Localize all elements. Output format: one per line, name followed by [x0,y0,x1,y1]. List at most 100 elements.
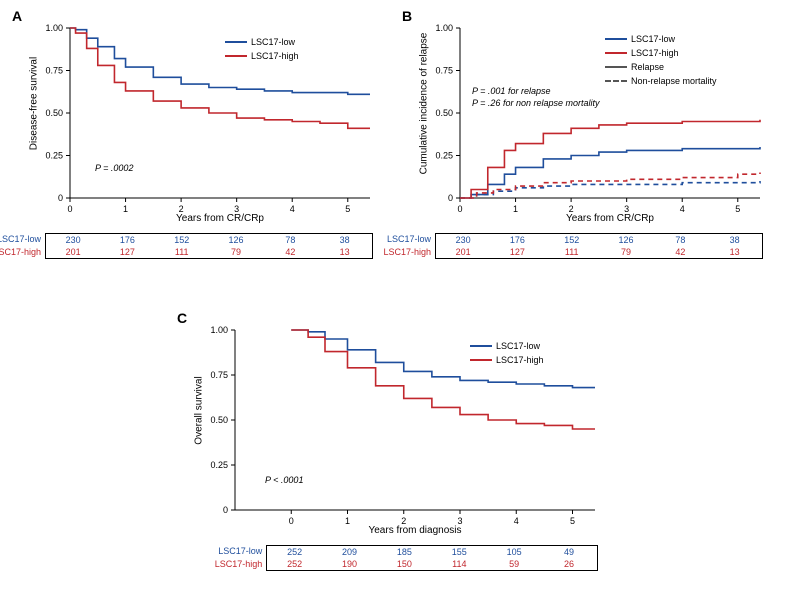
line-icon [605,52,627,54]
risk-cell: 252 [267,558,322,570]
risk-cell: 152 [155,234,209,246]
panel-c-xlabel: Years from diagnosis [235,525,595,536]
risk-cell: 78 [263,234,317,246]
panel-b: B Cumulative incidence of relapse 0 0.25 0… [400,8,780,288]
risk-cell: 126 [209,234,263,246]
panel-b-pvalue-2: P = .26 for non relapse mortality [472,98,599,108]
risk-row-label: LSC17-high [0,247,41,257]
legend-item-relapse: Relapse [605,61,717,73]
svg-text:0.25: 0.25 [45,151,63,161]
risk-cell: 190 [322,558,377,570]
risk-cell: 105 [487,546,542,558]
risk-row-label: LSC17-low [218,546,262,556]
risk-cell: 79 [209,246,263,258]
panel-a-legend: LSC17-low LSC17-high [225,36,299,64]
svg-text:1.00: 1.00 [45,23,63,33]
risk-cell: 201 [436,246,490,258]
legend-item-low: LSC17-low [470,340,544,352]
legend-item-nrm: Non-relapse mortality [605,75,717,87]
svg-text:0: 0 [58,193,63,203]
panel-b-risk-table: 2301761521267838201127111794213LSC17-low… [435,233,763,259]
legend-label: LSC17-high [251,51,299,61]
risk-cell: 26 [542,558,597,570]
panel-a-pvalue: P = .0002 [95,163,133,173]
legend-item-high: LSC17-high [605,47,717,59]
risk-cell: 42 [263,246,317,258]
panel-a-xlabel: Years from CR/CRp [70,213,370,224]
svg-text:0.75: 0.75 [45,66,63,76]
risk-cell: 111 [155,246,209,258]
svg-text:0.25: 0.25 [210,460,228,470]
risk-cell: 42 [653,246,707,258]
risk-cell: 38 [707,234,761,246]
svg-text:0.75: 0.75 [210,370,228,380]
legend-label: LSC17-low [631,34,675,44]
svg-text:0: 0 [448,193,453,203]
legend-item-high: LSC17-high [470,354,544,366]
risk-cell: 114 [432,558,487,570]
panel-c-label: C [177,310,187,326]
panel-c-pvalue: P < .0001 [265,475,303,485]
svg-text:1.00: 1.00 [435,23,453,33]
dashed-line-icon [605,80,627,82]
panel-a: A Disease-free survival 00.250.500.751.0… [10,8,390,288]
risk-row-label: LSC17-low [387,234,431,244]
risk-cell: 38 [317,234,371,246]
risk-cell: 111 [545,246,599,258]
line-icon [605,66,627,68]
panel-b-label: B [402,8,412,24]
risk-cell: 230 [436,234,490,246]
figure-container: A Disease-free survival 0 0.25 0.50 0.75 1.0… [0,0,790,612]
risk-cell: 209 [322,546,377,558]
panel-b-pvalue-1: P = .001 for relapse [472,86,550,96]
svg-text:0.25: 0.25 [435,151,453,161]
panel-a-label: A [12,8,22,24]
line-icon [470,345,492,347]
risk-cell: 59 [487,558,542,570]
legend-label: LSC17-low [251,37,295,47]
line-icon [225,55,247,57]
risk-cell: 230 [46,234,100,246]
risk-cell: 176 [490,234,544,246]
legend-item-low: LSC17-low [225,36,299,48]
risk-cell: 185 [377,546,432,558]
legend-item-high: LSC17-high [225,50,299,62]
svg-text:0.75: 0.75 [435,66,453,76]
risk-cell: 78 [653,234,707,246]
panel-a-ylabel: Disease-free survival [29,44,40,164]
risk-cell: 127 [100,246,154,258]
svg-text:0.50: 0.50 [435,108,453,118]
risk-row-label: LSC17-high [215,559,263,569]
legend-item-low: LSC17-low [605,33,717,45]
risk-cell: 150 [377,558,432,570]
legend-label: LSC17-high [631,48,679,58]
legend-label: LSC17-low [496,341,540,351]
panel-a-risk-table: 2301761521267838201127111794213LSC17-low… [45,233,373,259]
svg-text:1.00: 1.00 [210,325,228,335]
risk-cell: 49 [542,546,597,558]
risk-cell: 127 [490,246,544,258]
risk-cell: 126 [599,234,653,246]
panel-c-risk-table: 252209185155105492521901501145926LSC17-l… [266,545,597,571]
line-icon [470,359,492,361]
risk-cell: 252 [267,546,322,558]
panel-c-ylabel: Overall survival [194,371,205,451]
risk-cell: 13 [317,246,371,258]
panel-c-legend: LSC17-low LSC17-high [470,340,544,368]
panel-b-ylabel: Cumulative incidence of relapse [419,24,430,184]
risk-cell: 176 [100,234,154,246]
risk-cell: 201 [46,246,100,258]
panel-c: C Overall survival 00.250.500.751.000123… [175,310,615,600]
risk-row-label: LSC17-low [0,234,41,244]
legend-label: Relapse [631,62,664,72]
panel-b-xlabel: Years from CR/CRp [460,213,760,224]
line-icon [225,41,247,43]
risk-cell: 155 [432,546,487,558]
risk-row-label: LSC17-high [383,247,431,257]
svg-text:0.50: 0.50 [210,415,228,425]
legend-label: Non-relapse mortality [631,76,717,86]
risk-cell: 152 [545,234,599,246]
panel-b-legend: LSC17-low LSC17-high Relapse Non-relapse… [605,33,717,89]
legend-label: LSC17-high [496,355,544,365]
svg-text:0: 0 [223,505,228,515]
